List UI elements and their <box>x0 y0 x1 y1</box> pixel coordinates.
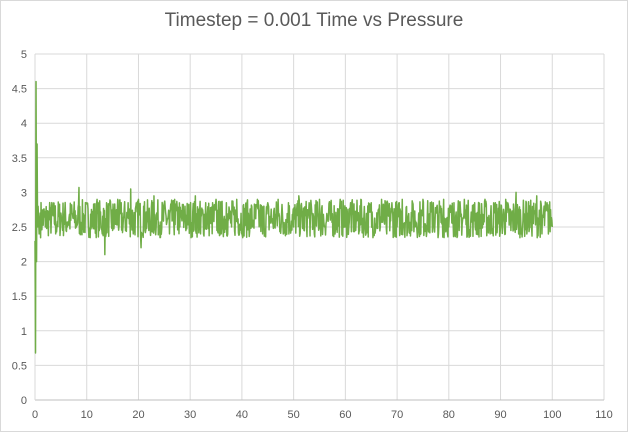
x-tick-label: 0 <box>32 409 38 421</box>
x-tick-label: 90 <box>494 409 506 421</box>
x-tick-label: 30 <box>184 409 196 421</box>
y-tick-label: 1.5 <box>12 291 27 303</box>
y-tick-label: 0 <box>21 395 27 407</box>
x-tick-label: 70 <box>391 409 403 421</box>
x-tick-label: 110 <box>595 409 613 421</box>
y-tick-label: 4 <box>21 118 27 130</box>
series-line <box>34 80 554 354</box>
x-tick-label: 50 <box>288 409 300 421</box>
y-tick-label: 3.5 <box>12 153 27 165</box>
y-tick-label: 2.5 <box>12 222 27 234</box>
x-tick-label: 60 <box>339 409 351 421</box>
x-tick-label: 10 <box>81 409 93 421</box>
x-tick-label: 80 <box>443 409 455 421</box>
y-tick-label: 1 <box>21 326 27 338</box>
y-tick-label: 5 <box>21 49 27 61</box>
x-tick-label: 100 <box>543 409 561 421</box>
y-tick-label: 2 <box>21 257 27 269</box>
y-tick-label: 0.5 <box>12 360 27 372</box>
y-tick-label: 3 <box>21 187 27 199</box>
y-tick-label: 4.5 <box>12 84 27 96</box>
chart-title: Timestep = 0.001 Time vs Pressure <box>164 10 464 31</box>
x-tick-label: 20 <box>132 409 144 421</box>
x-tick-label: 40 <box>236 409 248 421</box>
